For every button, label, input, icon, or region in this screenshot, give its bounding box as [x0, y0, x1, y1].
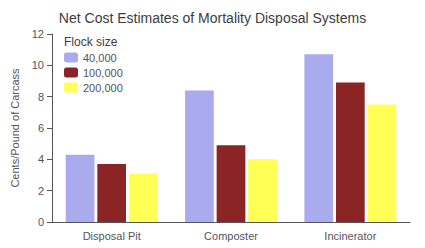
svg-text:6: 6 — [38, 122, 44, 134]
svg-text:12: 12 — [32, 28, 44, 40]
svg-text:8: 8 — [38, 91, 44, 103]
svg-text:Composter: Composter — [204, 230, 258, 242]
svg-text:Incinerator: Incinerator — [324, 230, 376, 242]
svg-text:Cents/Pound of Carcass: Cents/Pound of Carcass — [9, 68, 21, 188]
svg-text:4: 4 — [38, 153, 44, 165]
svg-text:10: 10 — [32, 59, 44, 71]
svg-text:Flock size: Flock size — [64, 35, 118, 49]
svg-text:100,000: 100,000 — [83, 67, 123, 79]
svg-text:Disposal Pit: Disposal Pit — [83, 230, 141, 242]
svg-text:200,000: 200,000 — [83, 82, 123, 94]
svg-text:40,000: 40,000 — [83, 52, 117, 64]
svg-text:2: 2 — [38, 185, 44, 197]
svg-text:Net Cost Estimates of Mortalit: Net Cost Estimates of Mortality Disposal… — [59, 10, 366, 26]
svg-text:0: 0 — [38, 216, 44, 228]
